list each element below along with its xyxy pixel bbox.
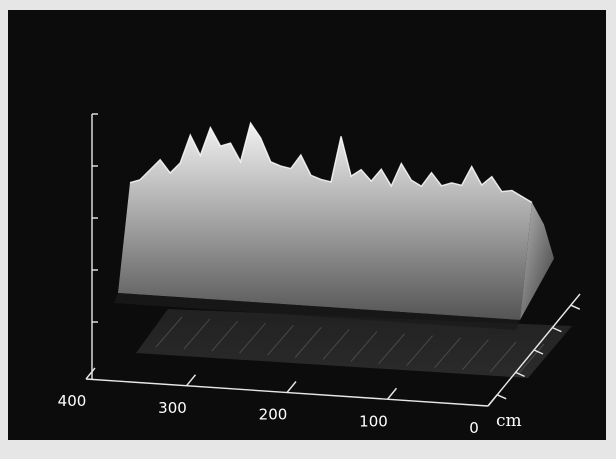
depth-axis-tick [570,304,581,310]
depth-axis-tick [496,394,507,400]
ridge-surface [114,121,554,330]
x-tick-label: 300 [158,399,187,417]
ridge-crest-line [129,121,533,204]
ridge-front-face [118,123,532,320]
floor-streak [489,341,517,373]
x-axis-tick [185,374,197,387]
x-axis-unit-label: cm [496,411,522,431]
floor-streak [183,318,211,350]
x-axis-tick [386,387,398,400]
x-tick-label: 400 [58,392,87,410]
depth-axis-tick [533,349,544,355]
floor-streak [406,335,433,367]
x-axis-tick [85,367,96,380]
floor-streak [461,339,489,371]
floor-streak [378,333,406,364]
ridge-side-face [520,202,554,320]
floor-streak [294,327,322,358]
tick-labels: 400 300 200 100 0 cm [58,392,522,437]
floor-streak [267,324,294,356]
floor-streak [211,320,239,352]
floor-streak [350,331,378,362]
x-tick-label: 0 [469,419,479,437]
floor-streak [517,343,545,375]
floor-streak [434,337,461,369]
x-tick-label: 200 [259,406,288,424]
ridge-base-shadow [114,293,520,330]
floor-streak [239,322,266,354]
floor-streak [155,316,183,348]
depth-axis-tick [552,326,562,333]
x-tick-label: 100 [359,412,388,430]
x-axis-tick [286,381,297,393]
floor-streak [322,329,350,360]
axes [85,113,581,407]
depth-axis-tick [515,371,525,378]
